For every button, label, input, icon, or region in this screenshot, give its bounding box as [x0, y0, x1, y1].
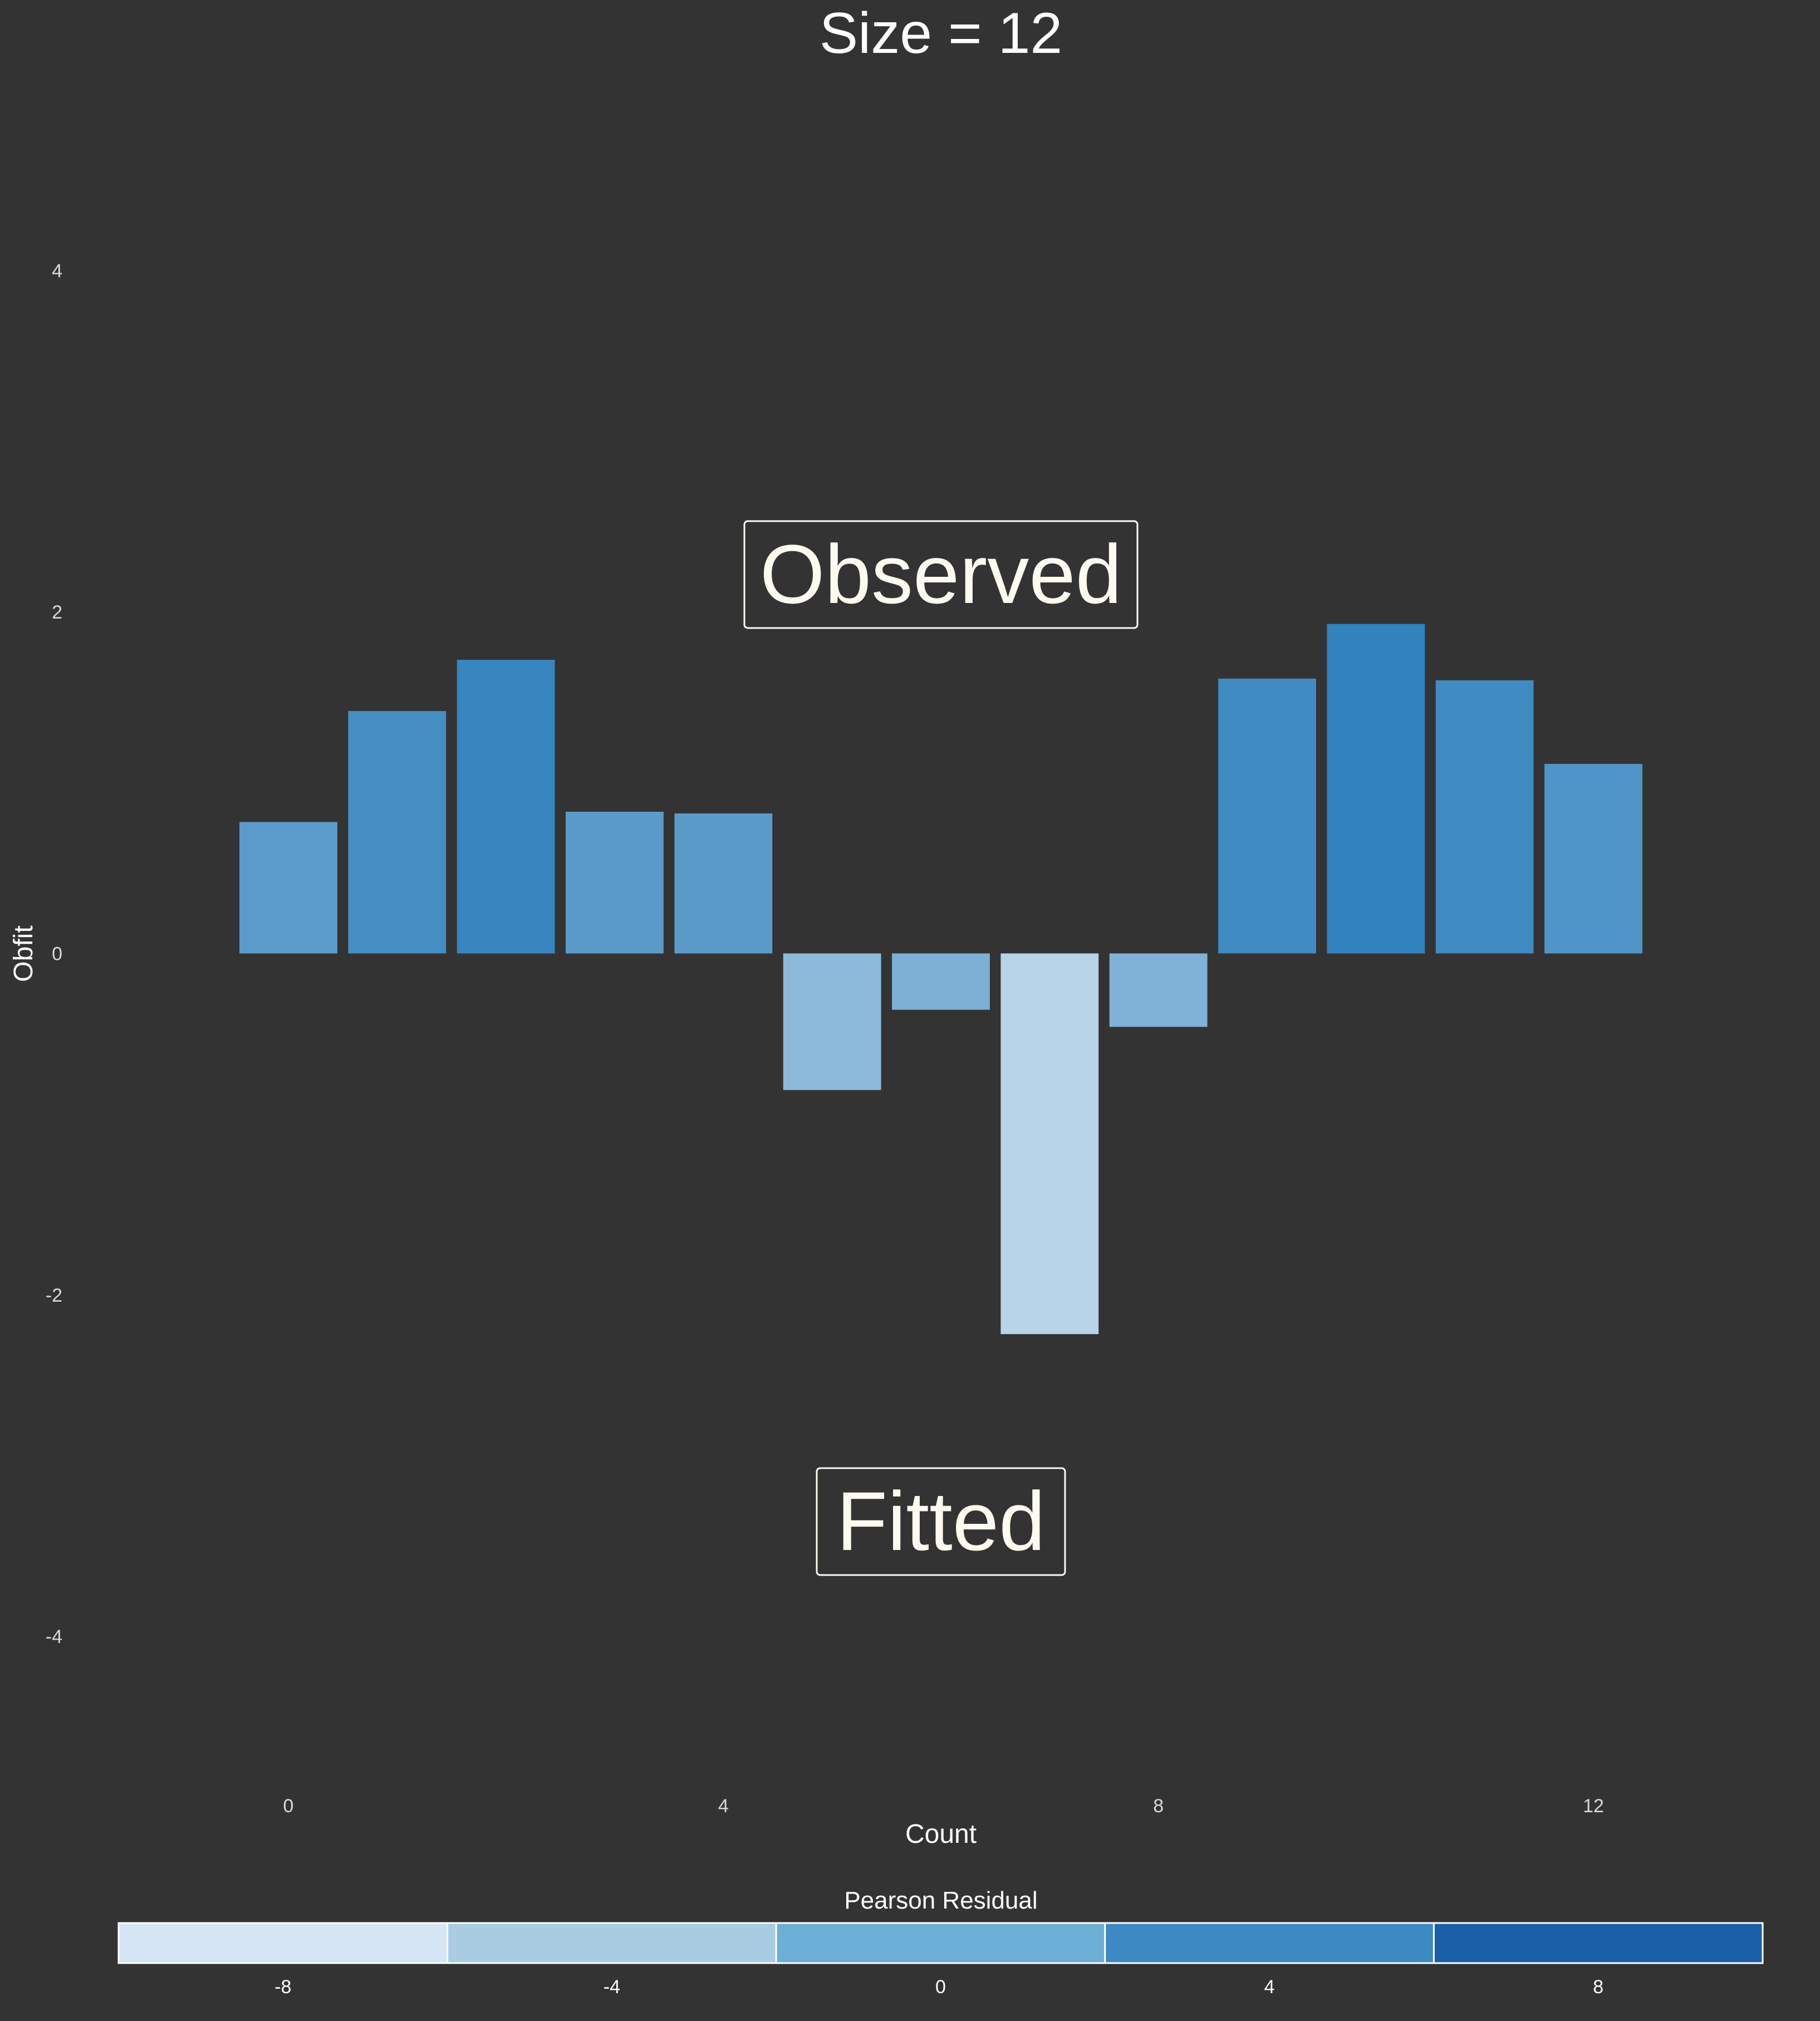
- bar: [1544, 764, 1642, 954]
- legend-title: Pearson Residual: [844, 1887, 1037, 1914]
- x-axis-ticks: 0 4 8 12: [283, 1796, 1604, 1817]
- bars: [239, 624, 1642, 1335]
- bar: [566, 811, 664, 954]
- observed-annotation-label: Observed: [760, 527, 1122, 621]
- bar: [892, 953, 990, 1010]
- legend-tick-label: -8: [274, 1976, 291, 1998]
- bar: [348, 711, 447, 954]
- bar: [1109, 953, 1208, 1027]
- legend-tick-label: 0: [935, 1976, 946, 1998]
- bar: [674, 813, 773, 954]
- legend-bin: [117, 1922, 449, 1964]
- x-axis-title: Count: [905, 1819, 977, 1849]
- fitted-annotation: Fitted: [816, 1467, 1066, 1576]
- fitted-annotation-label: Fitted: [836, 1474, 1045, 1568]
- y-tick-label: -4: [46, 1626, 62, 1647]
- legend-bin: [1104, 1922, 1435, 1964]
- legend-tick-label: 8: [1593, 1976, 1603, 1998]
- bar: [1435, 680, 1534, 954]
- y-tick-label: 4: [52, 261, 62, 282]
- x-tick-label: 0: [283, 1796, 294, 1817]
- observed-annotation-box: [743, 520, 1139, 629]
- observed-annotation: Observed: [743, 520, 1139, 629]
- legend-tick-label: -4: [604, 1976, 620, 1998]
- bar: [783, 953, 881, 1090]
- legend-bin: [775, 1922, 1106, 1964]
- legend: Pearson Residual -8 -4 0 4 8: [117, 1887, 1764, 1998]
- legend-labels: -8 -4 0 4 8: [274, 1976, 1603, 1998]
- y-tick-label: -2: [46, 1285, 62, 1306]
- bar: [1218, 678, 1316, 954]
- x-tick-label: 4: [718, 1796, 729, 1817]
- legend-tick-label: 4: [1264, 1976, 1275, 1998]
- fitted-annotation-box: [816, 1467, 1066, 1576]
- legend-bin: [447, 1922, 777, 1964]
- bar: [457, 660, 555, 954]
- legend-bin: [1433, 1922, 1764, 1964]
- x-tick-label: 8: [1153, 1796, 1164, 1817]
- y-axis-title: Obfit: [9, 925, 38, 982]
- x-tick-label: 12: [1583, 1796, 1604, 1817]
- bar: [1000, 953, 1099, 1335]
- legend-color-bins: [117, 1922, 1764, 1964]
- y-tick-label: 2: [52, 602, 62, 623]
- y-tick-label: 0: [52, 944, 62, 965]
- bar: [1327, 624, 1425, 954]
- y-axis-ticks: 4 2 0 -2 -4: [46, 261, 62, 1647]
- bar: [239, 822, 337, 954]
- chart-title: Size = 12: [820, 1, 1063, 66]
